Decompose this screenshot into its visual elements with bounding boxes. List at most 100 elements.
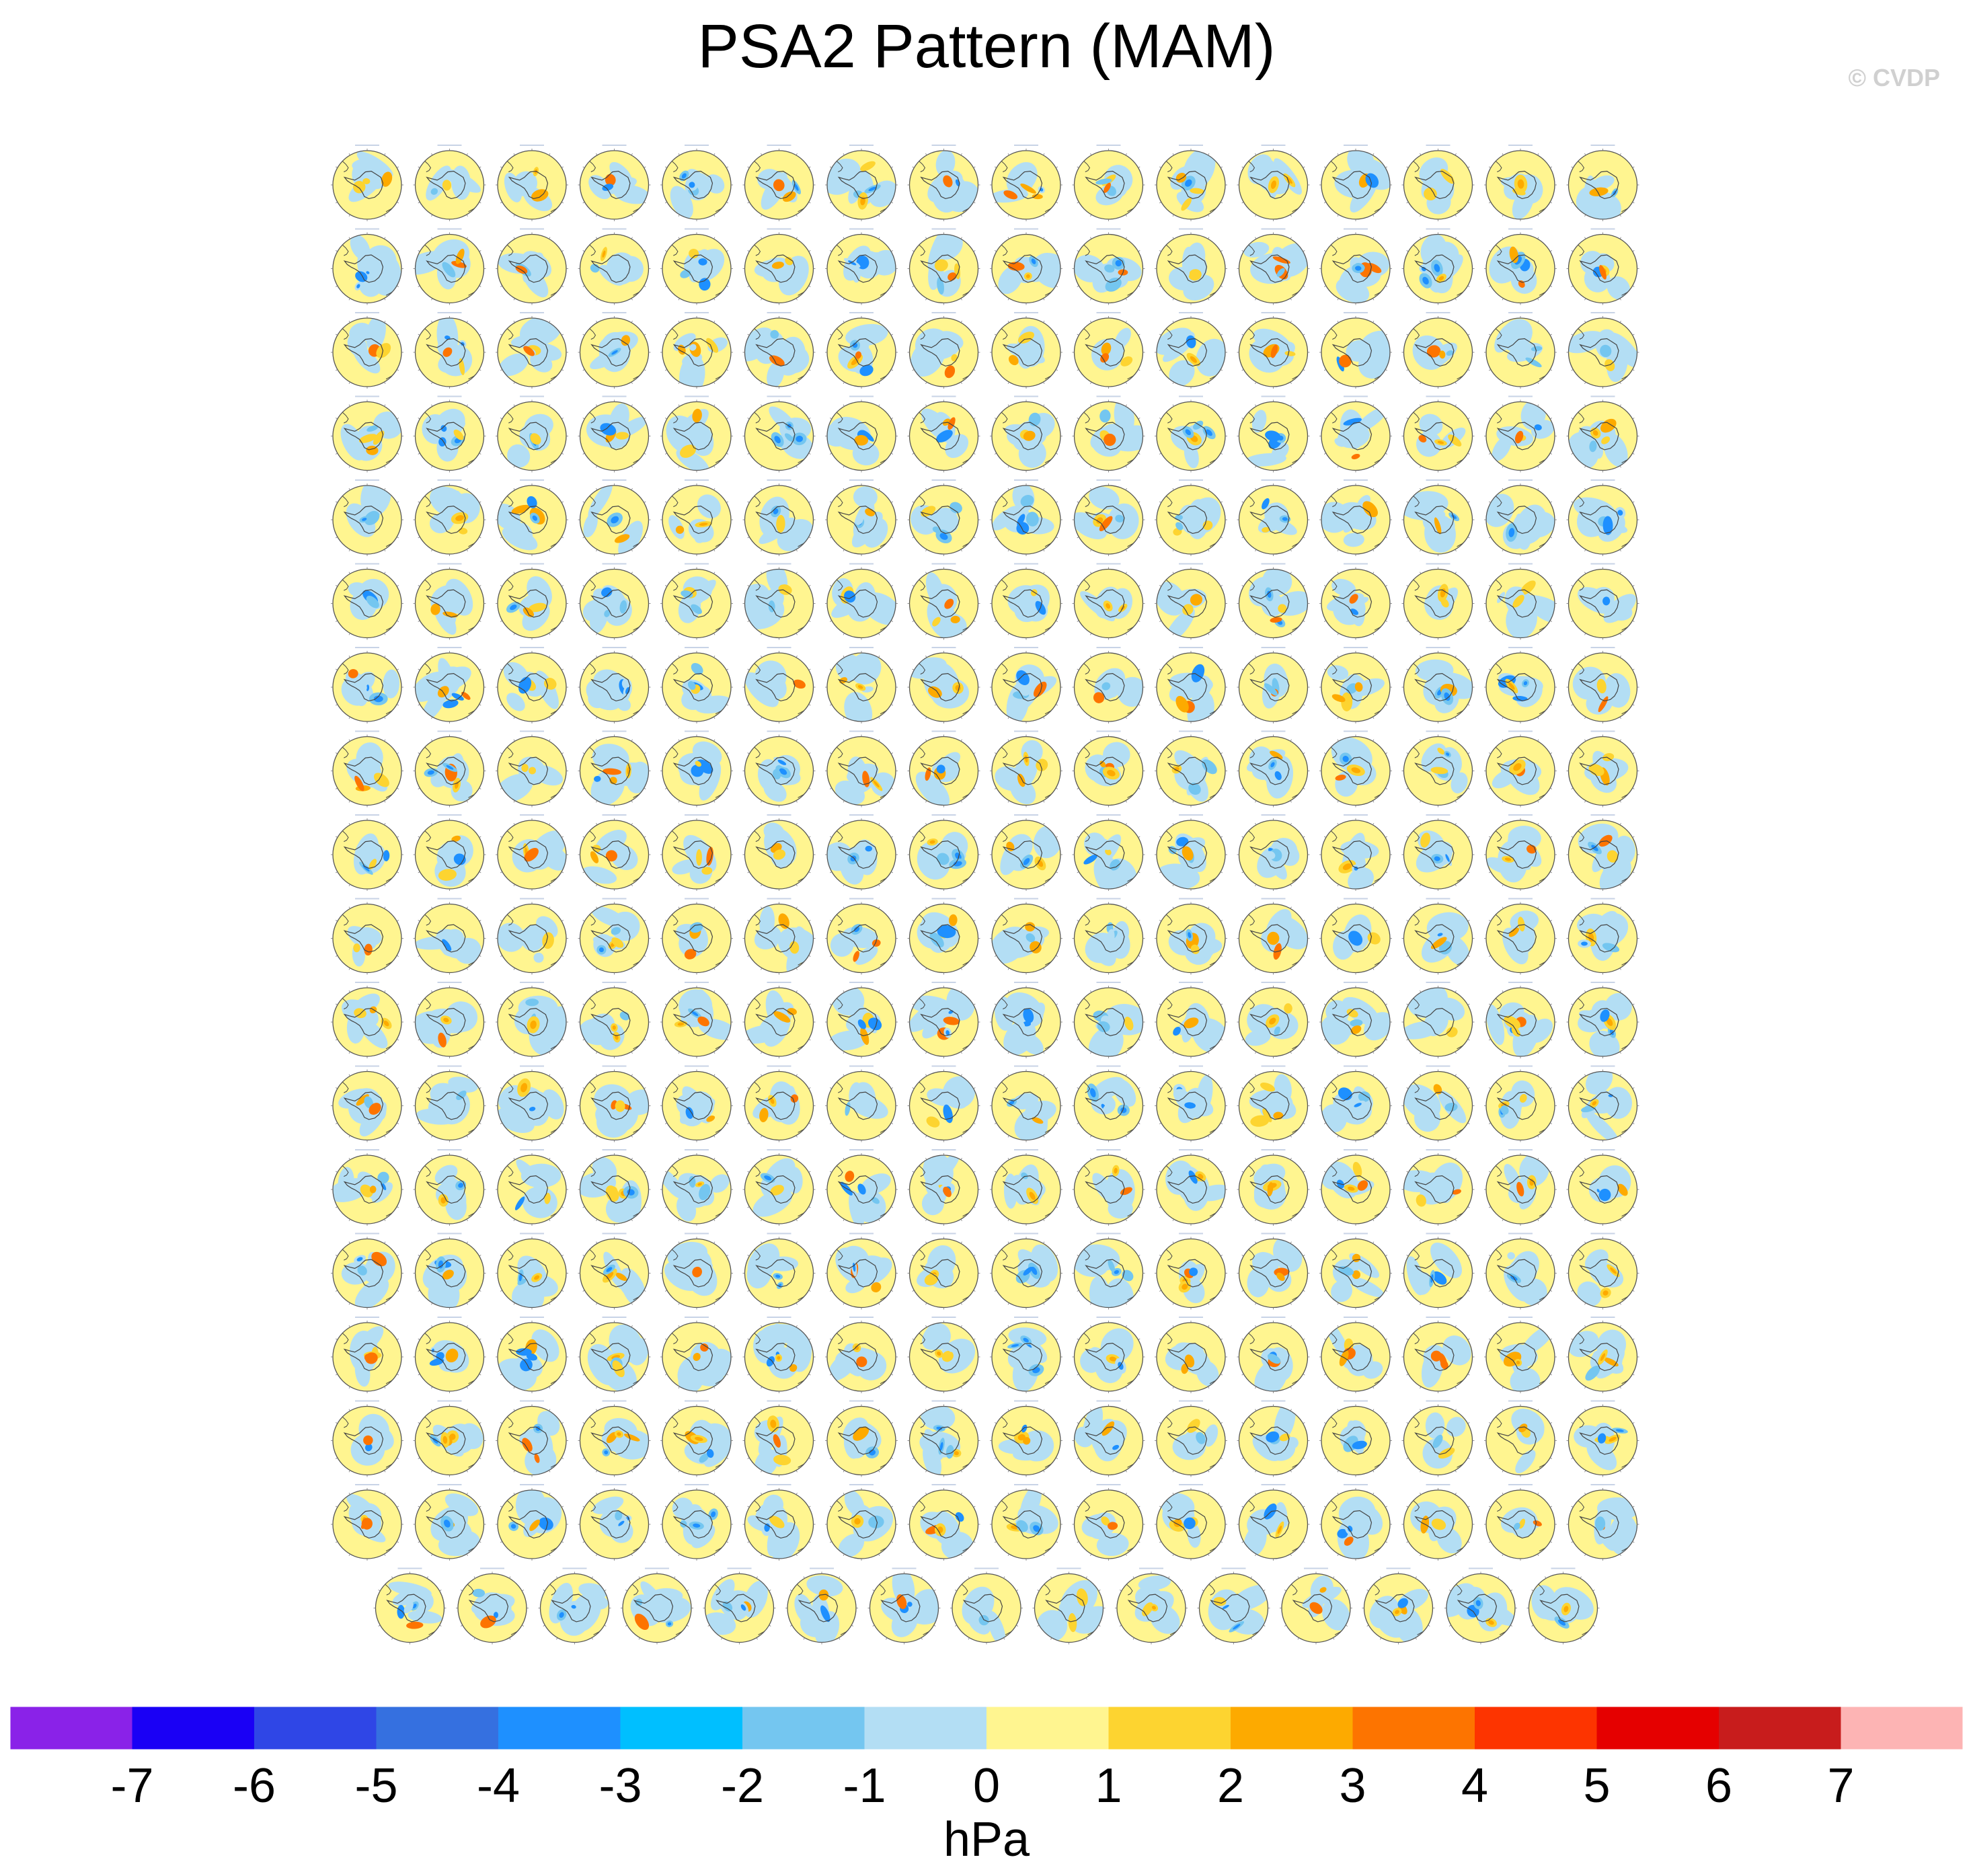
map-panel [1072, 563, 1145, 640]
longitude-tick [1584, 906, 1586, 909]
longitude-tick [631, 800, 633, 803]
longitude-tick [1385, 787, 1387, 789]
longitude-tick [1420, 404, 1422, 407]
longitude-tick [761, 298, 763, 301]
south-america-coastline [1494, 159, 1502, 173]
longitude-tick [596, 968, 598, 970]
longitude-tick [726, 620, 728, 622]
anomaly-contour [785, 256, 794, 266]
longitude-tick [1619, 549, 1621, 551]
longitude-tick [1255, 214, 1257, 217]
map-panel [990, 814, 1062, 891]
longitude-tick [890, 836, 893, 838]
longitude-tick [1159, 334, 1162, 336]
longitude-tick [960, 968, 962, 970]
longitude-tick [1090, 298, 1092, 301]
longitude-tick [631, 1135, 633, 1138]
longitude-tick [500, 955, 503, 957]
longitude-tick [1406, 668, 1409, 670]
longitude-tick [1220, 704, 1223, 706]
longitude-tick [1502, 906, 1504, 909]
longitude-tick [1406, 202, 1409, 204]
antarctica-coastline [920, 170, 960, 200]
longitude-tick [761, 884, 763, 886]
longitude-tick [1172, 656, 1174, 658]
south-america-coastline [835, 327, 843, 340]
longitude-tick [479, 1087, 481, 1089]
longitude-tick [466, 800, 468, 803]
longitude-tick [1324, 836, 1327, 838]
longitude-tick [925, 321, 927, 323]
map-panel [578, 982, 651, 1058]
longitude-tick [726, 501, 728, 503]
antarctica-coastline [1002, 422, 1043, 451]
longitude-tick [1090, 321, 1092, 323]
longitude-tick [1467, 752, 1470, 754]
longitude-tick [1055, 202, 1058, 204]
longitude-tick [1077, 166, 1079, 168]
longitude-tick [1138, 334, 1140, 336]
longitude-tick [513, 465, 515, 468]
anomaly-contour [1017, 331, 1034, 344]
map-panel [1072, 730, 1145, 808]
longitude-tick [1584, 800, 1586, 803]
longitude-tick [1303, 537, 1305, 539]
anomaly-contour [785, 433, 794, 442]
longitude-tick [1220, 202, 1223, 204]
longitude-tick [1220, 369, 1223, 371]
longitude-tick [1455, 656, 1457, 658]
map-panel [1237, 563, 1310, 640]
antarctica-coastline [343, 422, 384, 451]
longitude-tick [418, 1122, 420, 1124]
longitude-tick [878, 1051, 880, 1054]
longitude-tick [796, 990, 798, 993]
longitude-tick [995, 585, 997, 587]
longitude-tick [500, 285, 503, 287]
anomaly-contour [1206, 429, 1212, 436]
longitude-tick [761, 739, 763, 742]
longitude-tick [1372, 656, 1375, 658]
longitude-tick [1467, 585, 1470, 587]
longitude-tick [513, 633, 515, 635]
longitude-tick [396, 418, 399, 420]
longitude-tick [500, 202, 503, 204]
longitude-tick [1241, 585, 1244, 587]
longitude-tick [1125, 906, 1127, 909]
longitude-tick [431, 465, 433, 468]
longitude-tick [678, 990, 680, 993]
anomaly-contour [670, 186, 693, 219]
antarctica-coastline [755, 170, 796, 200]
longitude-tick [479, 453, 481, 455]
longitude-tick [1489, 202, 1492, 204]
longitude-tick [1159, 501, 1162, 503]
south-america-coastline [1247, 243, 1255, 256]
anomaly-contour [615, 432, 629, 440]
longitude-tick [396, 668, 399, 670]
anomaly-contour [1568, 331, 1604, 354]
longitude-tick [348, 656, 350, 658]
map-panel [1155, 898, 1227, 975]
longitude-tick [830, 1003, 833, 1005]
anomaly-contour [618, 520, 644, 554]
longitude-tick [1455, 549, 1457, 551]
longitude-tick [796, 381, 798, 384]
map-panel [413, 145, 486, 221]
longitude-tick [479, 955, 481, 957]
anomaly-contour [358, 434, 377, 443]
longitude-tick [1007, 656, 1009, 658]
antarctica-coastline [1167, 254, 1208, 283]
longitude-tick [644, 334, 646, 336]
longitude-tick [1138, 501, 1140, 503]
south-america-coastline [1576, 327, 1585, 340]
longitude-tick [925, 465, 927, 468]
longitude-tick [747, 202, 750, 204]
longitude-tick [479, 1003, 481, 1005]
longitude-tick [582, 871, 585, 873]
longitude-tick [726, 369, 728, 371]
longitude-tick [479, 1122, 481, 1124]
longitude-tick [808, 369, 811, 371]
anomaly-contour [532, 515, 538, 521]
longitude-tick [596, 488, 598, 491]
anomaly-contour [951, 354, 958, 362]
longitude-tick [336, 418, 338, 420]
